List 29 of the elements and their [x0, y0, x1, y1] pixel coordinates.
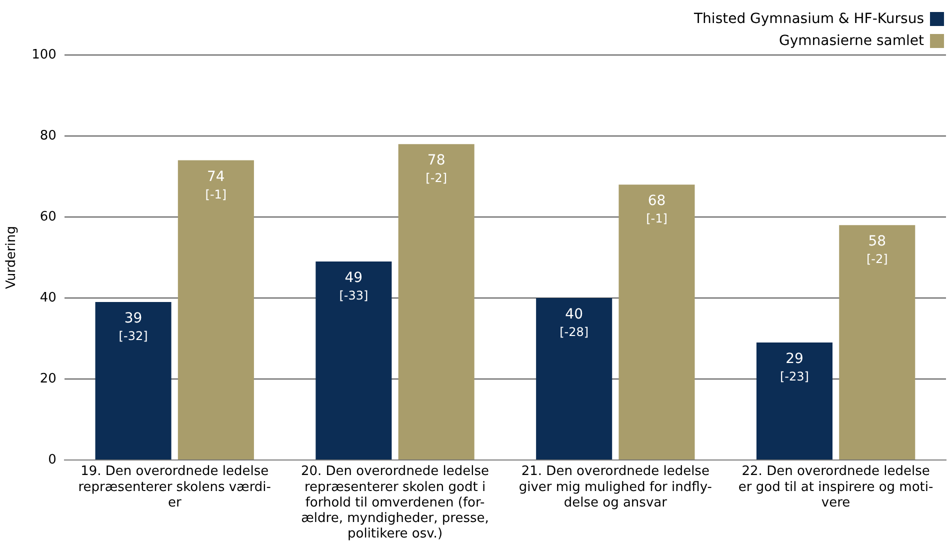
data-label: 68 [-1]	[646, 193, 668, 226]
data-label: 29 [-23]	[780, 351, 809, 384]
legend-label: Gymnasierne samlet	[779, 33, 924, 49]
x-tick-label: 20. Den overordnede ledelse repræsenterer skolen godt i forhold til omverdenen (for- ældre, myndigheder, presse, politikere osv.)	[300, 464, 490, 542]
data-label: 40 [-28]	[560, 306, 589, 340]
y-tick-label: 0	[48, 452, 56, 468]
bar	[756, 342, 832, 460]
data-label: 74 [-1]	[205, 168, 227, 202]
x-tick-label: 19. Den overordnede ledelse repræsenterer skolens værdi- er	[78, 464, 272, 510]
data-label: 39 [-32]	[118, 310, 148, 344]
y-axis-title: Vurdering	[4, 226, 20, 290]
y-tick-label: 60	[40, 209, 56, 224]
legend-label: Thisted Gymnasium & HF-Kursus	[694, 11, 924, 27]
data-label: 49 [-33]	[339, 270, 368, 303]
bar	[618, 184, 695, 460]
y-tick-label: 100	[32, 47, 56, 62]
data-label: 78 [-2]	[426, 152, 447, 186]
bar	[316, 262, 392, 460]
y-tick-label: 40	[40, 290, 56, 306]
bar	[398, 144, 474, 460]
y-tick-label: 20	[40, 371, 56, 386]
data-label: 58 [-2]	[866, 234, 888, 266]
bar	[95, 302, 172, 460]
bar	[536, 298, 612, 460]
x-tick-label: 21. Den overordnede ledelse giver mig mulighed for indfly- delse og ansvar	[518, 464, 712, 510]
bar	[178, 160, 254, 460]
x-tick-label: 22. Den overordnede ledelse er god til at inspirere og moti- vere	[738, 464, 934, 510]
bar	[839, 225, 916, 460]
y-tick-label: 80	[40, 128, 56, 144]
